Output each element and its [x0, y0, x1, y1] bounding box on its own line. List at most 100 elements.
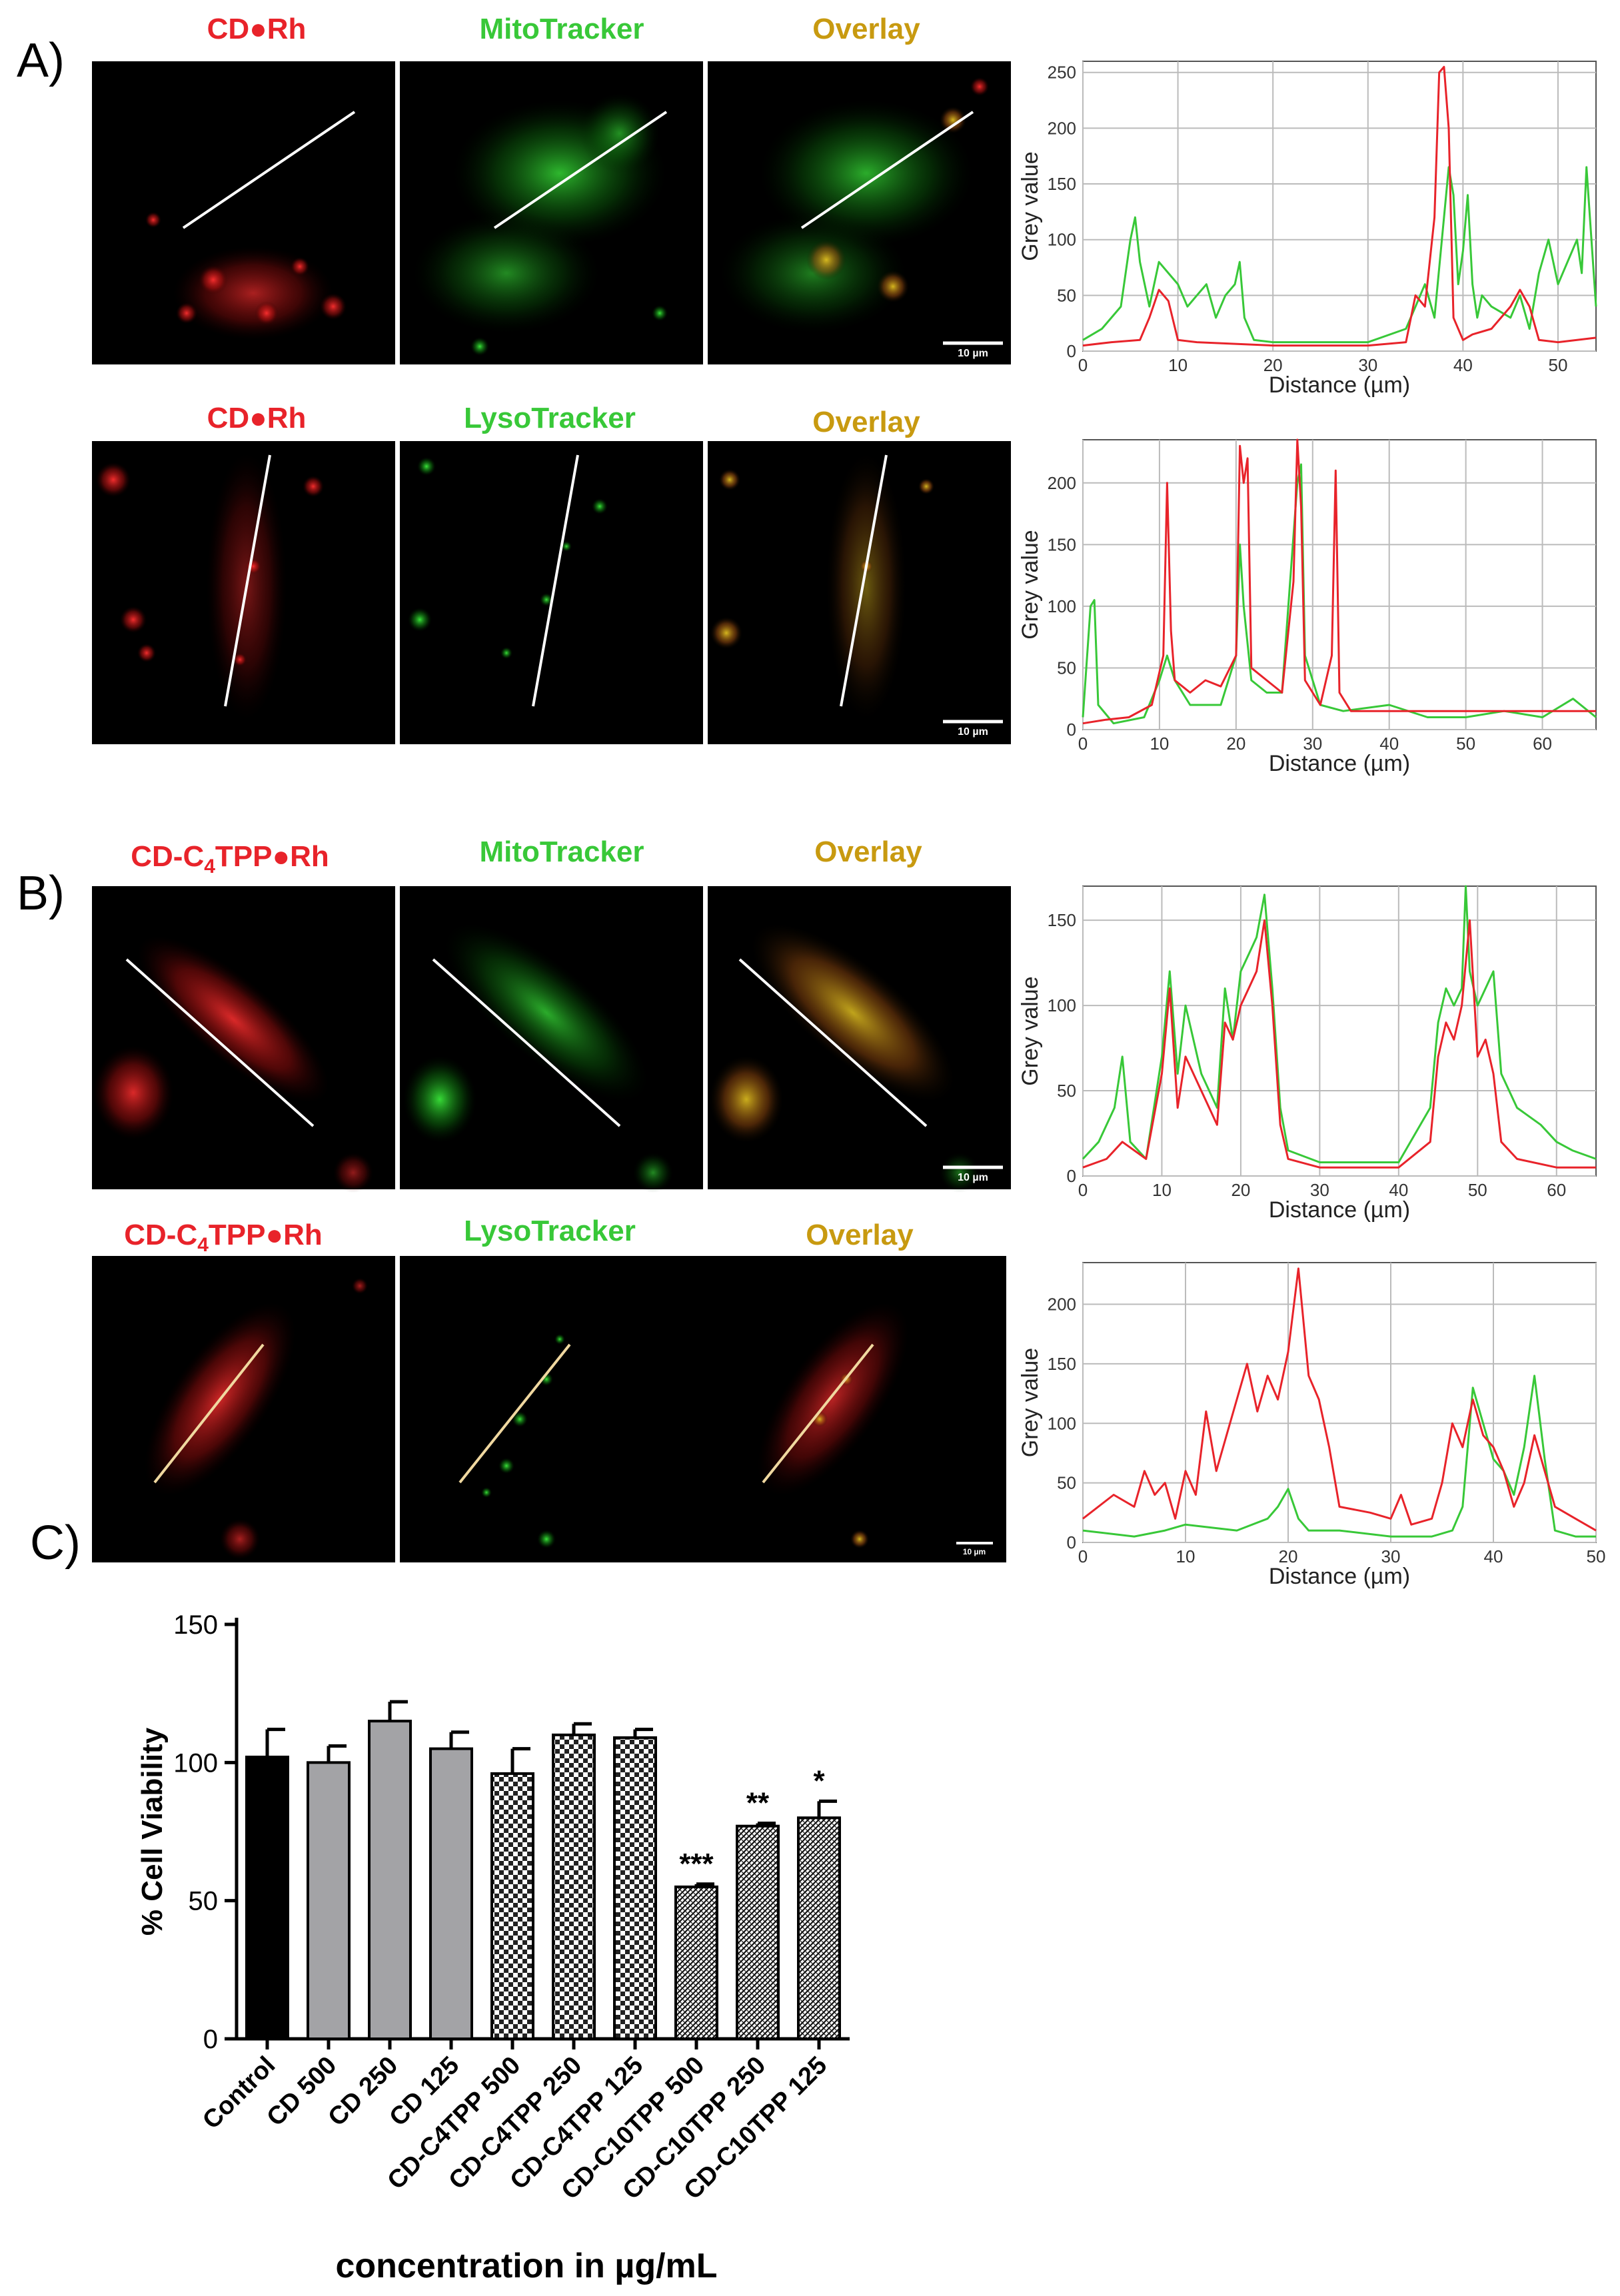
- micrograph-row-4: CD-C4TPP●Rh LysoTracker Overlay 10 µm: [92, 1215, 1006, 1562]
- y-tick-label: 200: [1048, 1295, 1076, 1315]
- y-tick-label: 50: [189, 1887, 219, 1916]
- y-axis-label: Grey value: [1018, 530, 1043, 639]
- profile-line: [153, 1343, 265, 1484]
- profile-line: [432, 958, 621, 1127]
- y-tick-label: 100: [1048, 995, 1076, 1015]
- red-profile-line: [1082, 438, 1596, 725]
- significance-marker: ***: [679, 1848, 714, 1880]
- x-tick-label: 50: [1587, 1546, 1606, 1566]
- profile-line: [840, 454, 888, 707]
- green-profile-line: [1082, 885, 1597, 1163]
- line-plot-mito-cdc4tpp: 0 10 20 30 40 50 60 0 50 100 150 Distance (µm) Grey …: [1018, 885, 1597, 1223]
- bar: [674, 1885, 718, 2041]
- profile-line: [762, 1343, 874, 1484]
- category-label: Control: [197, 2051, 281, 2135]
- micrograph-green-channel: [400, 1256, 703, 1562]
- x-tick-label: 20: [1226, 734, 1245, 754]
- scale-bar-label: 10 µm: [958, 348, 988, 359]
- bar: [429, 1747, 473, 2041]
- y-axis-label: Grey value: [1018, 151, 1043, 261]
- scale-bar-label: 10 µm: [958, 726, 988, 738]
- plot-frame: [1082, 885, 1597, 1177]
- profile-line: [182, 111, 356, 229]
- profile-line: [532, 454, 579, 707]
- micrograph-row-3: CD-C4TPP●Rh MitoTracker Overlay 10 µm: [92, 836, 1011, 1193]
- x-tick-label: 50: [1468, 1180, 1487, 1200]
- y-tick-label: 100: [1048, 596, 1076, 616]
- plot-frame: [1082, 61, 1597, 352]
- x-tick-label: 30: [1358, 355, 1377, 375]
- red-profile-line: [1082, 1267, 1597, 1532]
- y-tick-label: 50: [1057, 1081, 1076, 1101]
- header-cd-c4tpp-rh-3: CD-C4TPP●Rh: [131, 840, 329, 877]
- y-tick-label: 0: [1067, 720, 1076, 740]
- y-tick-label: 50: [1057, 1473, 1076, 1493]
- panel-label-a: A): [17, 34, 65, 87]
- red-signal: [93, 936, 373, 1193]
- header-overlay-3: Overlay: [814, 836, 922, 868]
- header-mitotracker-1: MitoTracker: [480, 13, 644, 45]
- bar: [552, 1733, 596, 2041]
- bar: [613, 1736, 657, 2041]
- x-tick-label: 10: [1168, 355, 1188, 375]
- profile-line: [738, 958, 928, 1127]
- micrograph-row-1: CD●Rh MitoTracker Overlay 10 µm: [92, 13, 1011, 364]
- x-tick-label: 10: [1152, 1180, 1172, 1200]
- green-profile-line: [1082, 166, 1597, 344]
- x-tick-label: 0: [1078, 355, 1088, 375]
- green-profile-line: [1082, 1375, 1596, 1538]
- red-signal-spots: [145, 212, 347, 340]
- y-tick-label: 200: [1048, 473, 1076, 493]
- green-signal-spots: [408, 457, 608, 659]
- header-mitotracker-3: MitoTracker: [480, 836, 644, 868]
- header-cd-c4tpp-rh-4: CD-C4TPP●Rh: [124, 1219, 322, 1256]
- x-tick-label: 50: [1549, 355, 1568, 375]
- y-tick-label: 150: [1048, 910, 1076, 930]
- x-tick-label: 20: [1263, 355, 1283, 375]
- x-tick-label: 40: [1389, 1180, 1408, 1200]
- line-plot-lyso-cdrh: 0 10 20 30 40 50 60 0 50 100 150 200 Distance (µm) Gr…: [1018, 438, 1597, 776]
- y-tick-label: 200: [1048, 118, 1076, 138]
- bar: [490, 1772, 534, 2040]
- x-tick-label: 10: [1176, 1546, 1196, 1566]
- y-tick-label: 100: [173, 1748, 218, 1778]
- y-tick-label: 150: [1048, 174, 1076, 194]
- micrograph-green-channel: [400, 441, 703, 744]
- x-tick-label: 40: [1453, 355, 1473, 375]
- x-tick-label: 30: [1381, 1546, 1401, 1566]
- x-tick-label: 60: [1533, 734, 1552, 754]
- significance-marker: *: [813, 1764, 825, 1797]
- x-axis-label: Distance (µm): [1269, 372, 1410, 398]
- y-tick-label: 50: [1057, 285, 1076, 305]
- header-overlay-2: Overlay: [812, 406, 920, 438]
- green-signal: [403, 923, 673, 1193]
- bar: [307, 1761, 351, 2040]
- y-tick-label: 0: [203, 2025, 218, 2054]
- profile-line: [458, 1343, 571, 1484]
- overlay-signal: [720, 77, 989, 333]
- x-tick-label: 10: [1150, 734, 1169, 754]
- bar: [368, 1720, 412, 2040]
- overlay-signal: [710, 923, 980, 1193]
- profile-line: [493, 111, 668, 229]
- x-tick-label: 40: [1484, 1546, 1503, 1566]
- red-profile-line: [1082, 65, 1597, 347]
- red-profile-line: [1082, 919, 1596, 1169]
- line-plot-lyso-cdc4tpp: 0 10 20 30 40 50 0 50 100 150 200 Distance (µm) Grey…: [1018, 1262, 1606, 1589]
- y-tick-label: 100: [1048, 1413, 1076, 1433]
- y-axis-label: % Cell Viability: [136, 1727, 169, 1936]
- x-tick-label: 60: [1547, 1180, 1566, 1200]
- header-overlay-4: Overlay: [806, 1219, 914, 1251]
- green-profile-line: [1082, 463, 1597, 725]
- bar: [736, 1824, 780, 2041]
- x-tick-label: 30: [1303, 734, 1322, 754]
- bar: [245, 1756, 289, 2041]
- x-tick-label: 30: [1310, 1180, 1329, 1200]
- scale-bar-label: 10 µm: [963, 1547, 986, 1556]
- x-tick-label: 40: [1379, 734, 1399, 754]
- overlay-signal: [710, 453, 934, 720]
- panel-label-c: C): [30, 1516, 81, 1570]
- profile-line: [125, 958, 315, 1127]
- y-axis-label: Grey value: [1018, 1348, 1043, 1457]
